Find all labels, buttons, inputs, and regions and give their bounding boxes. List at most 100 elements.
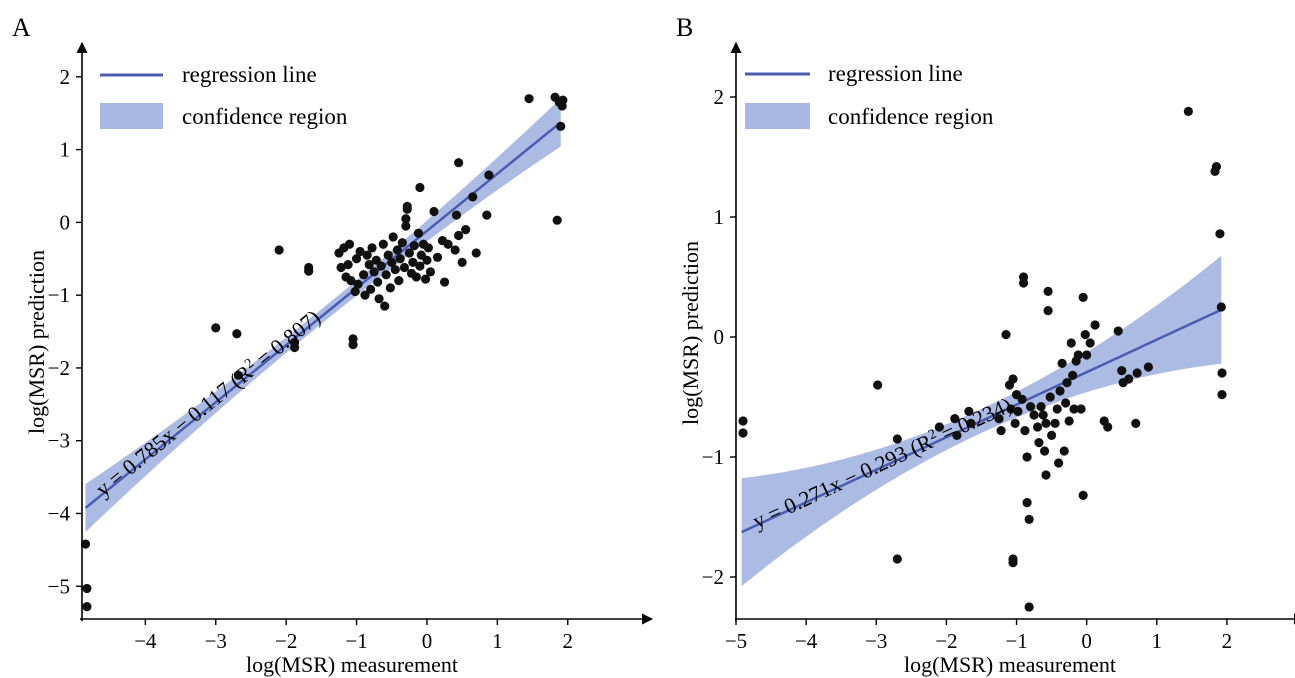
panel-letter-b: B bbox=[676, 13, 693, 42]
legend-swatch-band-b bbox=[745, 103, 810, 129]
data-point bbox=[1211, 162, 1222, 172]
data-point bbox=[964, 406, 974, 416]
data-point bbox=[1066, 338, 1076, 348]
data-point bbox=[1215, 229, 1225, 239]
data-point bbox=[873, 380, 883, 390]
y-tick-label: −4 bbox=[48, 501, 71, 525]
data-point bbox=[1008, 558, 1018, 568]
data-point bbox=[457, 257, 467, 268]
data-point bbox=[524, 94, 534, 104]
data-point bbox=[1080, 330, 1090, 340]
data-point bbox=[934, 422, 944, 432]
data-point bbox=[432, 252, 443, 262]
x-axis-title-a: log(MSR) measurement bbox=[246, 652, 458, 677]
legend-label-regression-a: regression line bbox=[182, 62, 317, 87]
data-point bbox=[1059, 446, 1069, 456]
data-point bbox=[558, 95, 568, 105]
data-point bbox=[233, 370, 243, 380]
regression-line-a bbox=[84, 121, 562, 509]
data-point bbox=[395, 254, 405, 264]
data-point bbox=[378, 239, 388, 249]
data-point bbox=[1038, 410, 1048, 420]
data-point bbox=[1057, 358, 1067, 368]
fit-equation-a-suffix: = 0.807) bbox=[247, 305, 325, 375]
x-tick-label: 2 bbox=[1222, 629, 1233, 653]
data-point bbox=[1069, 404, 1079, 414]
data-point bbox=[1043, 306, 1053, 316]
data-point bbox=[1029, 410, 1039, 420]
data-point bbox=[1013, 406, 1023, 416]
data-point bbox=[552, 215, 562, 225]
data-point bbox=[1076, 404, 1086, 414]
x-axis-title-b: log(MSR) measurement bbox=[904, 652, 1116, 677]
data-point bbox=[892, 554, 902, 564]
data-point bbox=[1020, 426, 1030, 436]
data-point bbox=[1054, 458, 1064, 468]
data-point bbox=[359, 270, 369, 280]
data-point bbox=[388, 232, 398, 242]
data-point bbox=[1055, 386, 1065, 396]
data-point bbox=[738, 416, 748, 426]
data-point bbox=[420, 274, 431, 284]
data-point bbox=[392, 245, 402, 255]
data-point bbox=[346, 276, 356, 286]
x-tick-label: −5 bbox=[725, 629, 747, 653]
data-point bbox=[443, 239, 453, 249]
regression-line-b bbox=[741, 308, 1222, 534]
data-point bbox=[387, 257, 397, 268]
data-point bbox=[364, 259, 374, 270]
x-tick-label: −2 bbox=[275, 629, 297, 653]
panel-letter-a: A bbox=[12, 13, 31, 42]
data-point bbox=[232, 329, 242, 339]
data-point bbox=[1047, 430, 1057, 440]
data-point bbox=[383, 250, 393, 260]
data-point bbox=[404, 248, 414, 258]
legend-swatch-band-a bbox=[100, 103, 163, 129]
data-point bbox=[351, 254, 362, 264]
data-point bbox=[1024, 602, 1034, 612]
y-tick-label: −5 bbox=[48, 574, 70, 598]
data-point bbox=[290, 342, 300, 353]
data-point bbox=[336, 262, 346, 273]
data-point bbox=[413, 228, 424, 238]
data-point bbox=[353, 279, 363, 289]
fit-equation-b-suffix: = 0.234) bbox=[932, 392, 1015, 448]
data-point bbox=[1018, 272, 1029, 282]
legend-b: regression line confidence region bbox=[745, 61, 994, 129]
y-tick-label: 2 bbox=[714, 85, 725, 109]
data-point bbox=[415, 261, 425, 271]
x-tick-label: −3 bbox=[205, 629, 227, 653]
data-point bbox=[892, 434, 902, 444]
data-point bbox=[471, 248, 481, 258]
y-tick-label: 0 bbox=[60, 210, 71, 234]
x-tick-label: 0 bbox=[1081, 629, 1092, 653]
data-point bbox=[369, 267, 379, 277]
data-point bbox=[1085, 338, 1095, 348]
y-tick-label: −2 bbox=[48, 356, 70, 380]
data-point bbox=[274, 245, 284, 255]
data-point bbox=[1045, 392, 1055, 402]
data-point bbox=[1022, 498, 1032, 508]
data-point bbox=[381, 270, 391, 280]
data-point bbox=[468, 192, 478, 202]
data-point bbox=[411, 272, 421, 282]
data-point bbox=[1103, 422, 1113, 432]
data-point bbox=[360, 290, 370, 300]
data-point bbox=[1034, 438, 1044, 448]
data-point bbox=[1032, 422, 1043, 432]
data-point bbox=[423, 243, 433, 253]
data-point bbox=[409, 241, 419, 251]
data-point bbox=[399, 262, 410, 273]
x-tick-label: −4 bbox=[134, 629, 157, 653]
y-tick-label: −2 bbox=[702, 565, 724, 589]
data-point bbox=[484, 170, 494, 180]
data-point bbox=[401, 214, 411, 224]
panel-b: B −5 −4 −3 −2 −1 0 1 2 −2 −1 0 1 2 regression line c… bbox=[676, 13, 1295, 677]
data-point bbox=[1143, 362, 1153, 372]
x-tick-label: −3 bbox=[865, 629, 887, 653]
data-point bbox=[482, 210, 492, 220]
data-point bbox=[355, 246, 365, 257]
data-point bbox=[454, 158, 464, 168]
x-tick-label: −1 bbox=[345, 629, 367, 653]
data-point bbox=[415, 182, 425, 193]
